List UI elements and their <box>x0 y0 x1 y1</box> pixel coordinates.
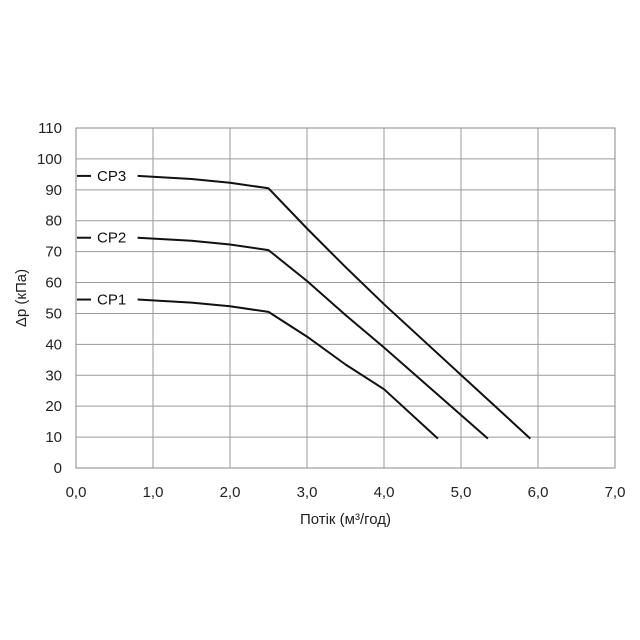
y-tick-label: 50 <box>45 305 62 322</box>
y-tick-label: 20 <box>45 398 62 415</box>
x-tick-label: 2,0 <box>220 484 241 501</box>
series-label-cp3: CP3 <box>97 168 126 185</box>
y-tick-label: 60 <box>45 275 62 292</box>
y-axis-title: Δp (кПа) <box>13 269 30 327</box>
x-tick-label: 0,0 <box>66 484 87 501</box>
series-line-cp2 <box>137 236 489 440</box>
x-axis-title: Потік (м³/год) <box>300 511 391 528</box>
y-tick-label: 40 <box>45 336 62 353</box>
y-tick-label: 10 <box>45 429 62 446</box>
x-tick-label: 7,0 <box>605 484 626 501</box>
y-tick-label: 30 <box>45 367 62 384</box>
x-tick-label: 1,0 <box>143 484 164 501</box>
y-tick-label: 90 <box>45 182 62 199</box>
y-tick-labels: 0 10 20 30 40 50 60 70 80 90 100 110 <box>37 120 62 477</box>
x-tick-label: 6,0 <box>528 484 549 501</box>
series-curves: CP1 CP2 CP3 <box>77 168 531 440</box>
series-label-cp2: CP2 <box>97 230 126 247</box>
series-line-cp3 <box>137 174 531 440</box>
x-tick-labels: 0,0 1,0 2,0 3,0 4,0 5,0 6,0 7,0 <box>66 484 626 501</box>
series-line-cp1 <box>137 298 439 440</box>
y-tick-label: 0 <box>54 460 62 477</box>
x-tick-label: 3,0 <box>297 484 318 501</box>
x-tick-label: 4,0 <box>374 484 395 501</box>
grid <box>75 127 616 469</box>
y-tick-label: 80 <box>45 213 62 230</box>
series-label-cp1: CP1 <box>97 292 126 309</box>
x-tick-label: 5,0 <box>451 484 472 501</box>
y-tick-label: 100 <box>37 151 62 168</box>
y-tick-label: 70 <box>45 244 62 261</box>
plot-frame <box>75 127 616 469</box>
y-tick-label: 110 <box>38 120 62 137</box>
